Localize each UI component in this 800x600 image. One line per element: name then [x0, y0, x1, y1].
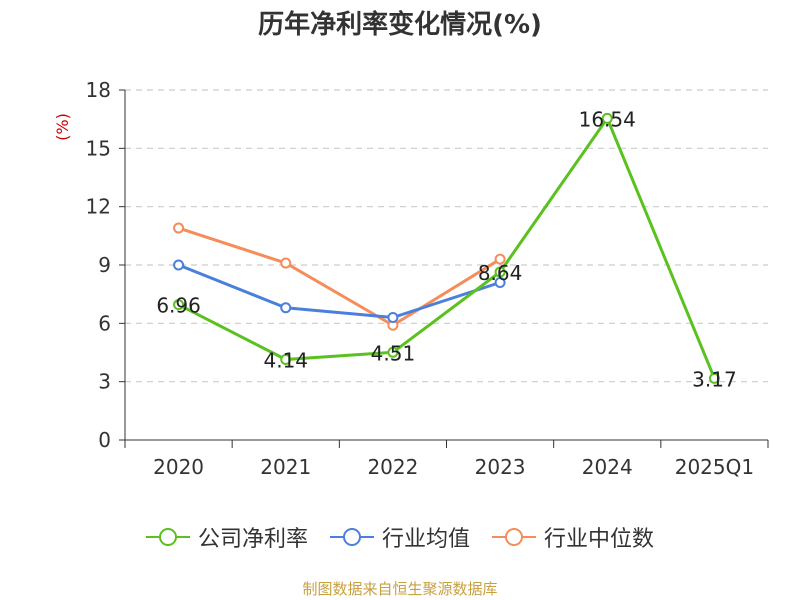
x-tick-label: 2021 [260, 455, 311, 479]
data-label: 4.51 [371, 341, 416, 365]
source-note: 制图数据来自恒生聚源数据库 [302, 580, 498, 598]
data-point [280, 302, 292, 314]
data-label: 16.54 [579, 107, 636, 131]
y-tick-label: 12 [86, 195, 111, 219]
legend-line-circle-icon [492, 528, 536, 546]
series-line [178, 263, 501, 319]
y-axis-label: (%) [53, 113, 72, 141]
legend-item-industry-median[interactable]: 行业中位数 [492, 521, 654, 553]
y-tick-label: 18 [86, 78, 111, 102]
data-label: 3.17 [692, 367, 737, 391]
data-point [280, 257, 292, 269]
legend-item-industry-mean[interactable]: 行业均值 [329, 521, 470, 553]
legend-item-company[interactable]: 公司净利率 [145, 521, 308, 553]
data-label: 8.64 [478, 261, 523, 285]
data-point [494, 277, 506, 288]
x-tick-label: 2024 [582, 455, 633, 479]
data-point [494, 253, 506, 265]
y-tick-label: 15 [86, 136, 111, 160]
legend-label: 公司净利率 [197, 527, 308, 552]
legend: 公司净利率 行业均值 行业中位数 [0, 521, 800, 553]
legend-line-circle-icon [329, 528, 374, 546]
data-point [601, 112, 613, 124]
series-line [178, 226, 501, 327]
x-tick-label: 2023 [475, 455, 526, 479]
x-tick-label: 2025Q1 [675, 455, 754, 479]
legend-line-circle-icon [145, 528, 190, 546]
chart-title: 历年净利率变化情况(%) [258, 10, 542, 40]
y-tick-label: 9 [98, 253, 111, 277]
data-point [173, 299, 185, 311]
x-tick-label: 2022 [367, 455, 418, 479]
data-point [494, 266, 506, 278]
x-tick-label: 2020 [153, 455, 204, 479]
data-point [387, 346, 399, 358]
data-label: 6.96 [156, 294, 201, 318]
data-point [280, 354, 292, 365]
y-tick-label: 6 [98, 311, 111, 335]
legend-label: 行业中位数 [544, 527, 655, 552]
data-point [708, 372, 720, 384]
data-point [387, 312, 399, 323]
data-point [173, 259, 185, 271]
series-line [177, 116, 716, 379]
y-tick-label: 3 [98, 370, 111, 394]
data-label: 4.14 [263, 349, 308, 373]
y-tick-label: 0 [98, 428, 111, 452]
legend-label: 行业均值 [381, 527, 470, 552]
data-point [173, 222, 185, 234]
